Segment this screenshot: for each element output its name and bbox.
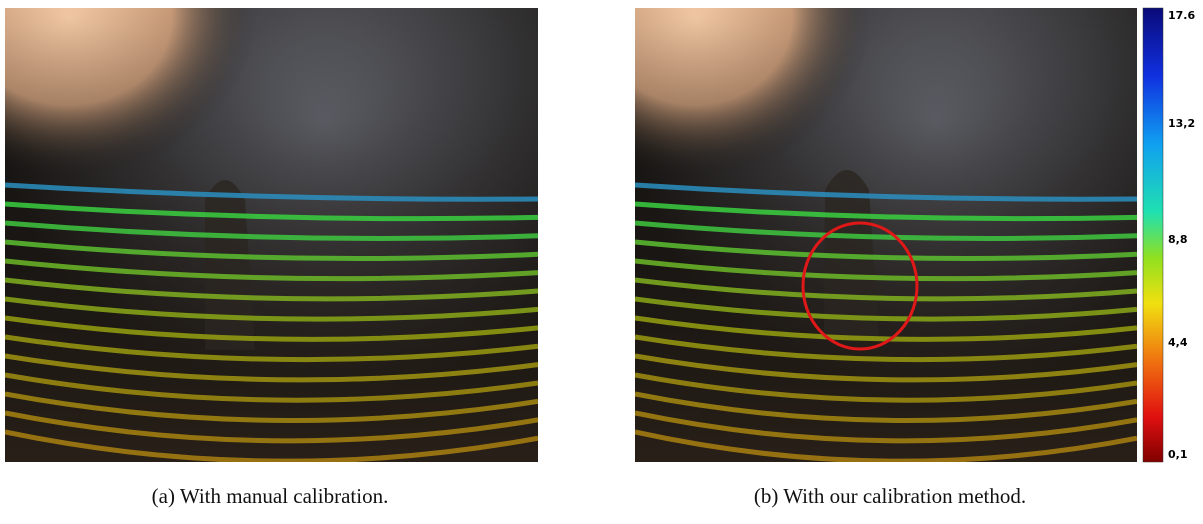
colorbar-label: 13,2: [1168, 117, 1195, 130]
caption: (b) With our calibration method.: [754, 484, 1026, 508]
colorbar-label: 17.6: [1168, 9, 1195, 22]
colorbar-label: 4,4: [1168, 336, 1188, 349]
colorbar: [1143, 8, 1163, 462]
colorbar-label: 8,8: [1168, 233, 1188, 246]
figure: 17.6 13,2 8,8 4,4 0,1 (a) With manual ca…: [0, 0, 1203, 524]
colorbar-label: 0,1: [1168, 448, 1188, 461]
photo-a: [5, 8, 538, 462]
caption: (a) With manual calibration.: [152, 484, 389, 508]
photo-b: [635, 8, 1137, 462]
